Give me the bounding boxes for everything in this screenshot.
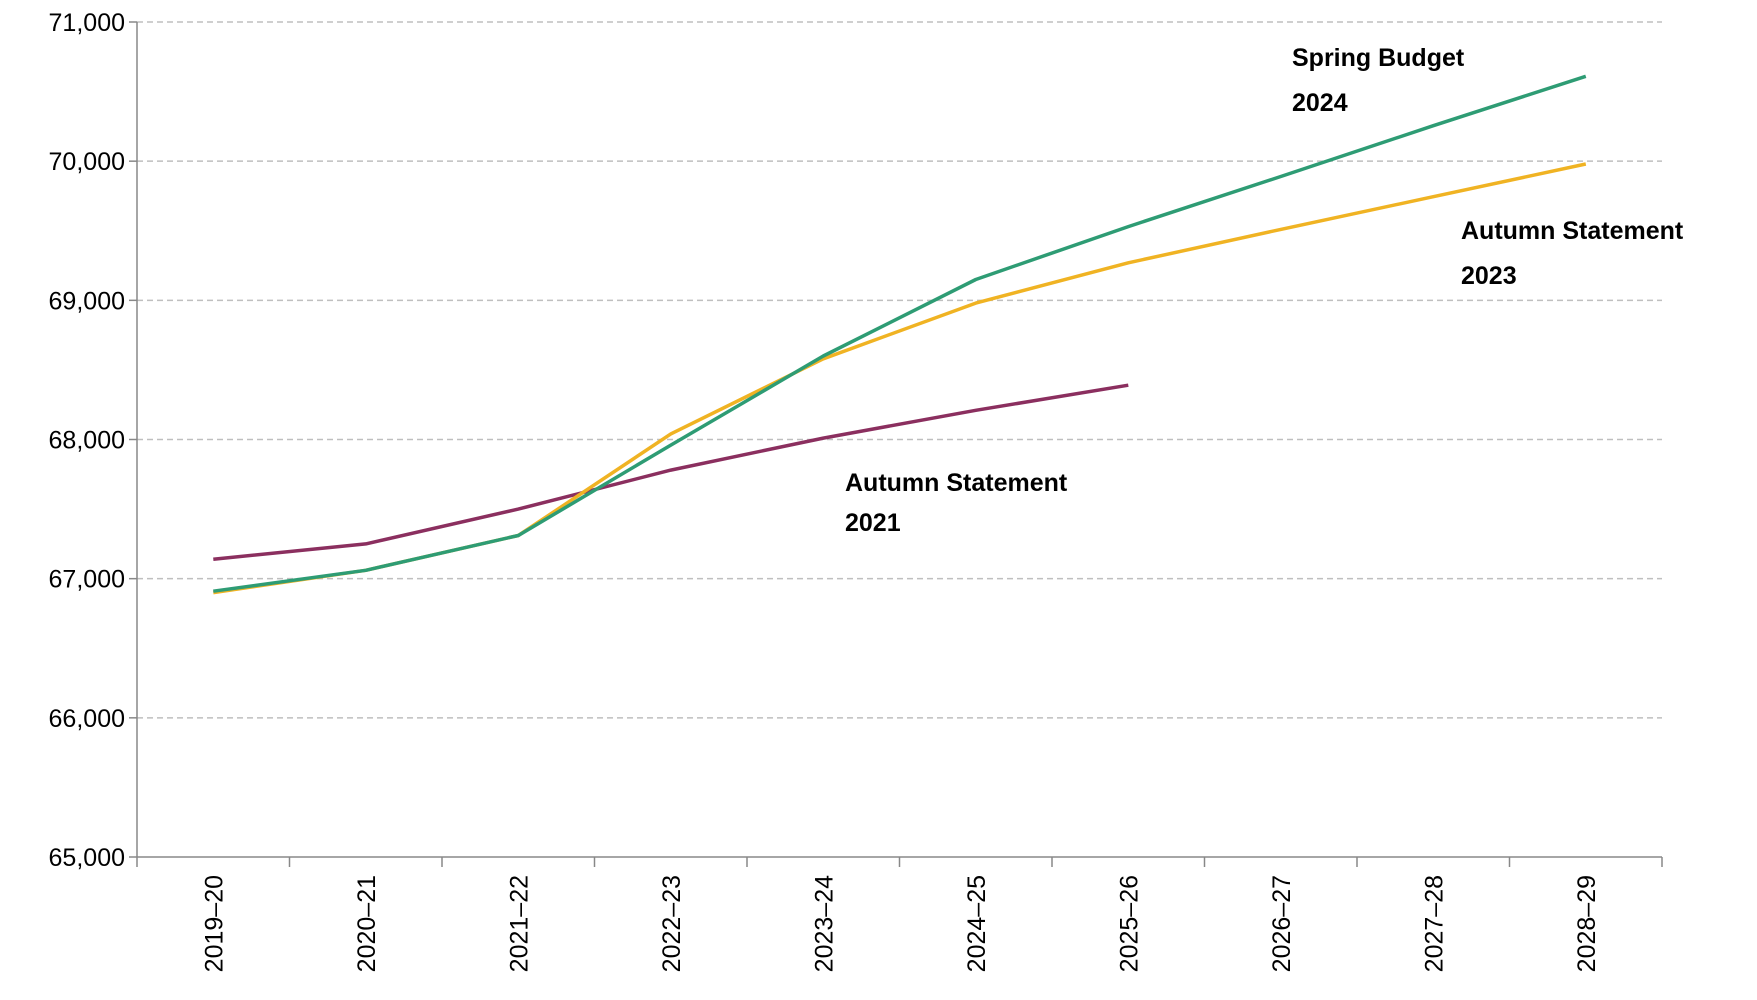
x-tick-label: 2021–22: [505, 875, 533, 972]
y-tick-label: 71,000: [49, 9, 125, 37]
series-line: [213, 383, 1129, 561]
x-tick-label: 2019–20: [200, 875, 228, 972]
x-tick-label: 2026–27: [1268, 875, 1296, 972]
x-tick-label: 2025–26: [1115, 875, 1143, 972]
series-line: [213, 74, 1587, 593]
x-tick-label: 2027–28: [1420, 875, 1448, 972]
y-tick-label: 69,000: [49, 287, 125, 315]
x-tick-label: 2020–21: [353, 875, 381, 972]
y-tick-label: 67,000: [49, 566, 125, 594]
y-tick-label: 66,000: [49, 705, 125, 733]
x-tick-label: 2023–24: [810, 875, 838, 972]
series-label: Autumn Statement 2021: [845, 469, 1068, 537]
y-tick-label: 68,000: [49, 427, 125, 455]
series-label: Spring Budget 2024: [1292, 44, 1465, 117]
x-tick-label: 2022–23: [658, 875, 686, 972]
y-tick-label: 70,000: [49, 148, 125, 176]
x-tick-label: 2028–29: [1573, 875, 1601, 972]
y-tick-label: 65,000: [49, 844, 125, 872]
series-label: Autumn Statement 2023: [1461, 217, 1684, 290]
x-tick-label: 2024–25: [963, 875, 991, 972]
